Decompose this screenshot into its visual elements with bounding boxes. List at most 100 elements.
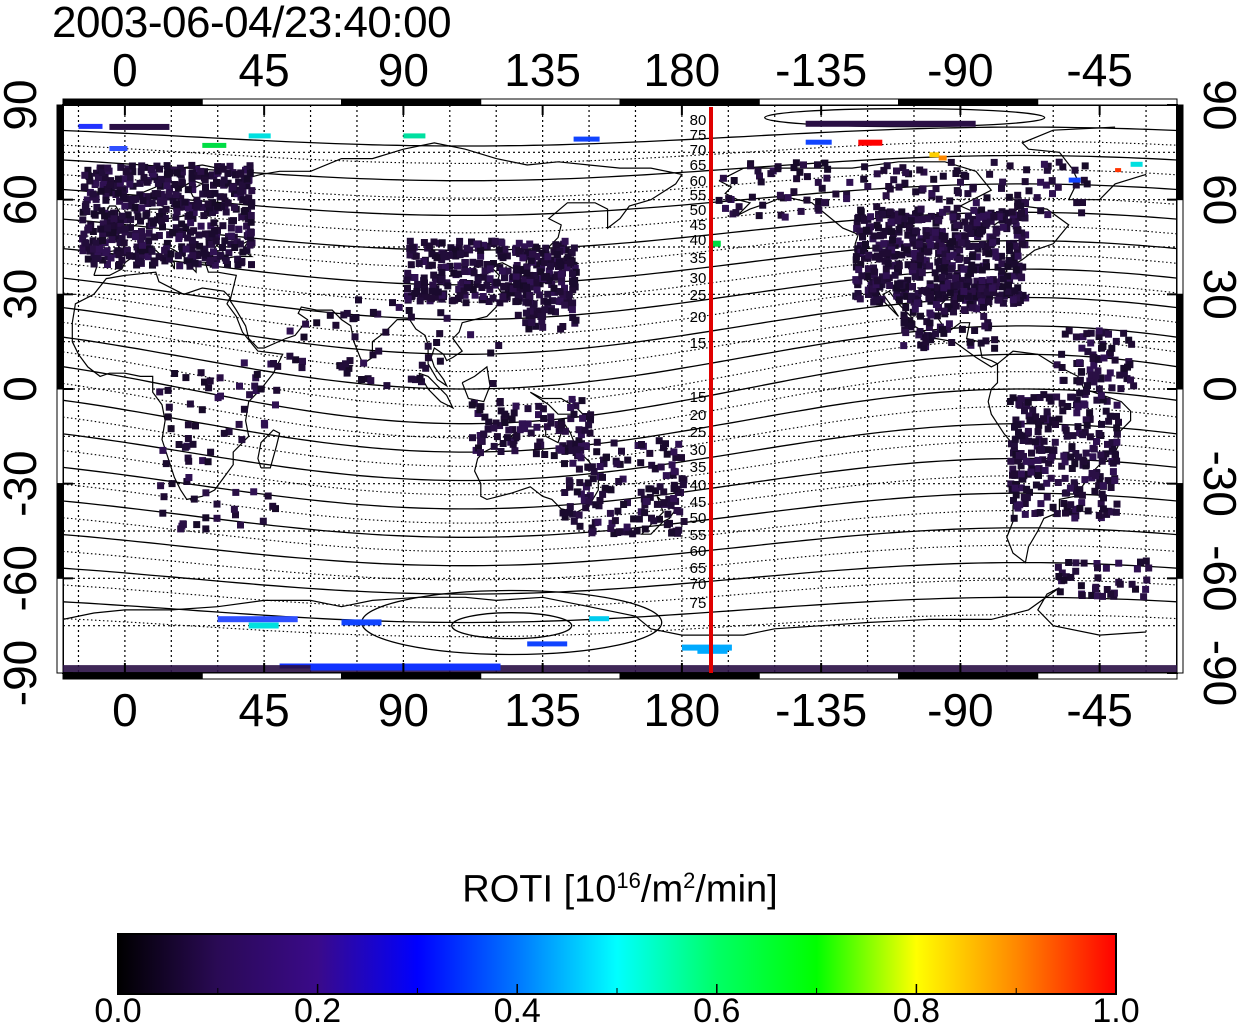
roti-pixel <box>142 212 150 220</box>
roti-pixel <box>599 490 607 498</box>
roti-pixel <box>887 218 895 226</box>
roti-pixel <box>581 426 589 434</box>
roti-pixel <box>1092 472 1099 479</box>
roti-pixel <box>166 255 173 263</box>
roti-pixel <box>483 281 491 289</box>
roti-pixel <box>1082 449 1090 457</box>
roti-pixel <box>242 166 249 174</box>
lon-label-bottom: 45 <box>239 684 290 736</box>
roti-pixel <box>134 257 142 265</box>
roti-pixel <box>1053 510 1061 518</box>
roti-pixel <box>971 327 979 334</box>
roti-pixel <box>1089 355 1097 362</box>
roti-pixel <box>1043 166 1051 174</box>
roti-pixel <box>906 317 914 325</box>
roti-pixel <box>1009 296 1017 304</box>
roti-pixel <box>911 273 919 281</box>
roti-pixel <box>875 210 882 218</box>
roti-pixel <box>499 254 507 262</box>
lon-label-top: 180 <box>644 44 721 96</box>
roti-pixel <box>226 162 234 170</box>
roti-pixel <box>563 264 571 272</box>
roti-pixel <box>429 281 437 289</box>
roti-high-pixel <box>1130 161 1143 167</box>
roti-pixel <box>566 479 574 487</box>
roti-pixel <box>757 178 765 186</box>
roti-pixel <box>561 513 569 521</box>
roti-pixel <box>873 170 881 178</box>
roti-pixel <box>407 261 415 269</box>
roti-pixel <box>79 208 87 216</box>
roti-pixel <box>1006 247 1014 255</box>
roti-pixel <box>1108 508 1116 516</box>
roti-high-pixel <box>573 136 600 142</box>
roti-pixel <box>927 311 935 319</box>
roti-pixel <box>586 492 594 500</box>
lat-label-right: 30 <box>1194 269 1240 320</box>
roti-pixel <box>490 260 497 267</box>
roti-pixel <box>462 299 470 307</box>
roti-pixel <box>483 261 491 268</box>
roti-pixel <box>1096 473 1104 481</box>
roti-pixel <box>950 308 957 316</box>
roti-pixel <box>1111 356 1119 364</box>
roti-pixel <box>964 274 972 281</box>
roti-pixel <box>919 185 927 193</box>
roti-pixel <box>536 291 544 299</box>
lon-label-bottom: 180 <box>644 684 721 736</box>
roti-pixel <box>479 293 487 300</box>
roti-pixel <box>754 167 762 175</box>
lat-label-left: 0 <box>0 376 46 402</box>
roti-pixel <box>346 357 354 365</box>
roti-pixel <box>978 277 986 284</box>
roti-pixel <box>230 505 238 513</box>
roti-pixel <box>998 184 1005 192</box>
roti-pixel <box>218 179 226 187</box>
roti-pixel <box>82 239 90 247</box>
roti-pixel <box>879 273 886 281</box>
roti-pixel <box>1037 500 1045 508</box>
roti-pixel <box>656 515 663 523</box>
roti-pixel <box>542 244 550 252</box>
roti-pixel <box>1042 181 1050 189</box>
roti-pixel <box>896 280 904 288</box>
roti-pixel <box>101 174 109 181</box>
roti-pixel <box>577 446 585 454</box>
roti-pixel <box>958 325 966 333</box>
roti-pixel <box>1025 187 1033 195</box>
roti-pixel <box>213 179 220 186</box>
roti-pixel <box>492 419 500 427</box>
roti-pixel <box>1078 368 1086 376</box>
roti-pixel <box>1108 439 1116 447</box>
roti-pixel <box>1072 505 1080 513</box>
roti-pixel <box>1064 403 1072 410</box>
roti-pixel <box>107 254 115 262</box>
roti-pixel <box>476 406 484 414</box>
roti-pixel <box>1083 387 1090 395</box>
roti-pixel <box>104 164 112 172</box>
roti-pixel <box>797 207 805 215</box>
roti-pixel <box>1103 397 1111 405</box>
roti-pixel <box>508 415 516 423</box>
roti-pixel <box>965 278 973 286</box>
roti-pixel <box>566 508 573 516</box>
roti-pixel <box>206 189 214 197</box>
roti-pixel <box>1039 456 1047 464</box>
roti-pixel <box>94 174 102 182</box>
roti-pixel <box>1033 194 1041 202</box>
roti-pixel <box>184 234 192 242</box>
roti-high-pixel <box>527 641 568 647</box>
roti-pixel <box>561 301 569 309</box>
roti-pixel <box>85 172 93 180</box>
roti-pixel <box>1033 465 1040 473</box>
roti-pixel <box>964 212 972 220</box>
roti-pixel <box>1079 199 1086 206</box>
roti-pixel <box>236 240 244 248</box>
roti-pixel <box>860 216 868 224</box>
roti-pixel <box>156 388 164 396</box>
roti-pixel <box>568 306 576 314</box>
roti-high-pixel <box>248 133 271 139</box>
roti-pixel <box>185 457 193 465</box>
roti-pixel <box>1053 361 1061 369</box>
roti-pixel <box>912 227 920 235</box>
